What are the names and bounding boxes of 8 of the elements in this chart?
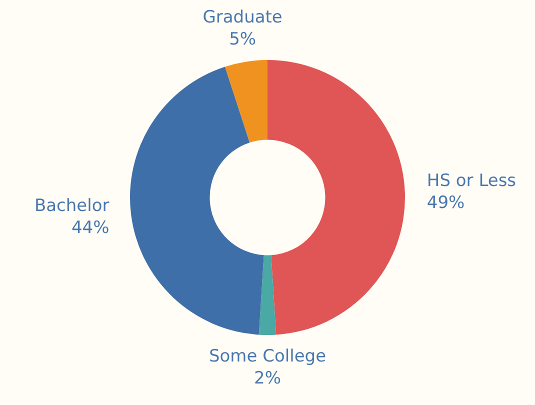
slice-label: HS or Less xyxy=(426,170,516,191)
data-label: 44% xyxy=(71,218,110,238)
data-label: 5% xyxy=(229,29,256,50)
slice-label: Some College xyxy=(208,346,326,366)
data-label: 49% xyxy=(426,192,465,213)
data-label: 2% xyxy=(254,368,281,388)
slice-label: Graduate xyxy=(202,7,282,28)
slice-label: Bachelor xyxy=(34,196,110,216)
